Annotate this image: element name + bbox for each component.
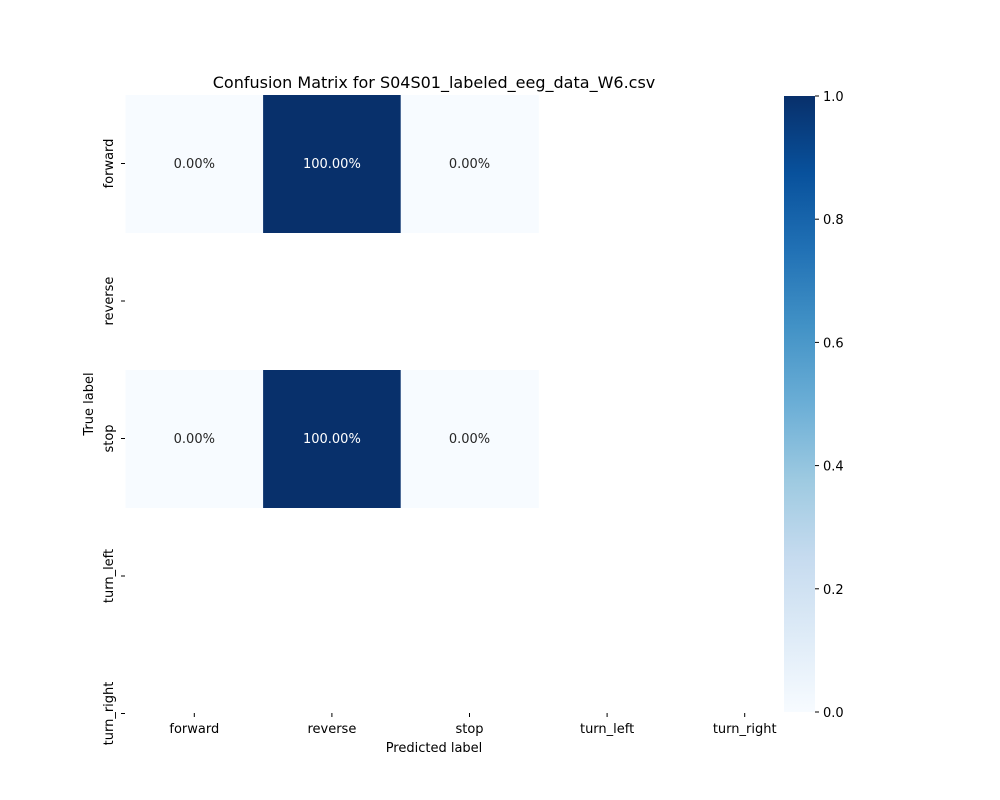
x-axis-label: Predicted label — [386, 741, 483, 756]
heatmap-cell — [263, 370, 402, 508]
y-tick-label: turn_right — [102, 682, 117, 746]
y-tick-label: turn_left — [102, 549, 117, 603]
x-tick-label: turn_left — [580, 722, 634, 737]
cell-label: 100.00% — [303, 157, 361, 172]
y-tick-label: reverse — [102, 277, 117, 326]
colorbar-tick-label: 0.8 — [823, 213, 844, 228]
colorbar-tick-label: 0.6 — [823, 336, 844, 351]
cell-label: 0.00% — [174, 432, 215, 447]
y-axis-label: True label — [82, 372, 97, 436]
heatmap-cell — [400, 95, 539, 233]
colorbar-tick-label: 0.0 — [823, 706, 844, 721]
x-tick-label: turn_right — [713, 722, 777, 737]
colorbar-tick-label: 0.4 — [823, 460, 844, 475]
x-tick-label: forward — [169, 722, 219, 737]
cell-label: 0.00% — [449, 157, 490, 172]
cell-label: 100.00% — [303, 432, 361, 447]
heatmap-cell — [263, 95, 402, 233]
cell-label: 0.00% — [449, 432, 490, 447]
y-tick-label: forward — [102, 139, 117, 189]
colorbar-tick-label: 0.2 — [823, 583, 844, 598]
colorbar-tick-label: 1.0 — [823, 90, 844, 105]
cell-label: 0.00% — [174, 157, 215, 172]
heatmap-cell — [125, 95, 264, 233]
heatmap-cell — [125, 370, 264, 508]
x-tick-label: stop — [455, 722, 483, 737]
y-tick-label: stop — [102, 424, 117, 452]
chart-title: Confusion Matrix for S04S01_labeled_eeg_… — [213, 73, 656, 93]
x-tick-label: reverse — [307, 722, 356, 737]
heatmap-cell — [400, 370, 539, 508]
colorbar — [784, 96, 815, 712]
